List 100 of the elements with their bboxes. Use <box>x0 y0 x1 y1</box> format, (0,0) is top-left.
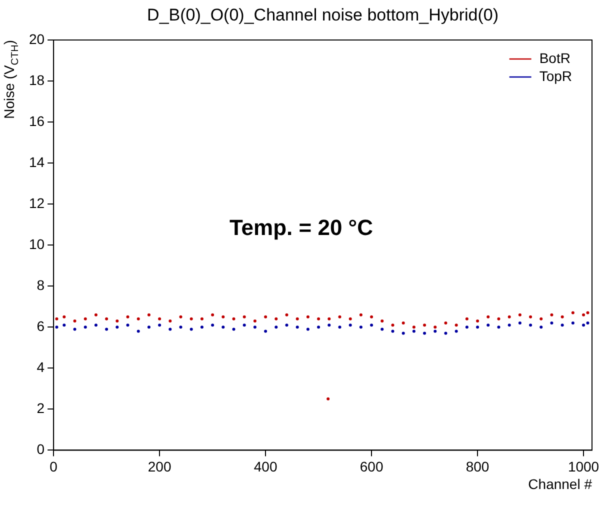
point <box>423 324 426 327</box>
point <box>434 330 437 333</box>
point <box>242 324 246 327</box>
point <box>540 317 543 320</box>
point <box>94 324 98 327</box>
point <box>105 328 108 331</box>
point <box>179 315 182 318</box>
point <box>486 315 490 318</box>
point <box>370 324 374 327</box>
point <box>465 326 468 329</box>
point <box>126 315 130 318</box>
point <box>222 315 225 318</box>
point <box>200 326 204 329</box>
annotation: Temp. = 20 °C <box>230 214 374 240</box>
point <box>62 324 66 327</box>
point <box>105 317 108 320</box>
point <box>328 324 331 327</box>
point <box>540 326 543 329</box>
point <box>508 315 511 318</box>
y-tick-label: 12 <box>28 194 45 211</box>
point <box>476 326 480 329</box>
point <box>94 313 98 316</box>
point <box>73 319 76 322</box>
point <box>84 317 87 320</box>
point <box>338 326 342 329</box>
point <box>116 319 119 322</box>
point <box>211 313 214 316</box>
point <box>136 317 140 320</box>
x-tick-label: 800 <box>466 458 490 474</box>
point <box>586 322 590 325</box>
point <box>586 311 590 314</box>
point <box>348 324 352 327</box>
point <box>508 324 511 327</box>
point <box>168 328 172 331</box>
point <box>380 328 384 331</box>
point <box>126 324 130 327</box>
point <box>412 330 416 333</box>
point <box>444 332 448 335</box>
y-tick-label: 6 <box>36 318 45 334</box>
y-tick-label: 14 <box>28 154 45 170</box>
point <box>62 315 66 318</box>
point <box>423 332 426 335</box>
legend-label: BotR <box>539 50 570 66</box>
x-tick-label: 600 <box>360 458 384 474</box>
point <box>582 313 586 316</box>
point <box>317 326 320 329</box>
point <box>571 322 574 325</box>
point <box>211 324 214 327</box>
point <box>147 313 150 316</box>
point <box>582 324 586 327</box>
point <box>285 324 288 327</box>
point <box>242 315 246 318</box>
point <box>550 322 554 325</box>
point <box>550 313 554 316</box>
y-tick-label: 16 <box>28 112 45 129</box>
point <box>179 326 182 329</box>
legend-label: TopR <box>539 68 572 84</box>
point <box>348 317 352 320</box>
point <box>454 330 458 333</box>
point <box>306 328 310 331</box>
point <box>412 326 416 329</box>
point <box>264 330 268 333</box>
point <box>84 326 87 329</box>
point <box>444 322 448 325</box>
point <box>232 328 236 331</box>
x-tick-label: 400 <box>254 458 278 474</box>
y-tick-label: 18 <box>28 72 45 88</box>
y-tick-label: 4 <box>36 359 45 376</box>
point <box>465 317 468 320</box>
point <box>158 317 162 320</box>
point <box>55 326 58 329</box>
point <box>486 324 490 327</box>
point <box>285 313 288 316</box>
point <box>326 397 330 400</box>
y-tick-label: 2 <box>36 400 45 416</box>
point <box>253 326 256 329</box>
point <box>158 324 162 327</box>
point <box>380 319 384 322</box>
point <box>529 324 532 327</box>
point <box>296 317 299 320</box>
x-tick-label: 0 <box>50 458 58 474</box>
point <box>253 319 256 322</box>
point <box>454 324 458 327</box>
point <box>518 322 522 325</box>
point <box>402 332 405 335</box>
point <box>55 317 58 320</box>
point <box>359 326 362 329</box>
point <box>147 326 150 329</box>
x-tick-label: 1000 <box>568 458 600 474</box>
point <box>274 317 278 320</box>
point <box>190 317 193 320</box>
point <box>476 319 480 322</box>
point <box>402 322 405 325</box>
y-tick-label: 10 <box>28 236 45 252</box>
point <box>306 315 310 318</box>
point <box>529 315 532 318</box>
point <box>338 315 342 318</box>
x-axis-title: Channel # <box>528 476 592 492</box>
point <box>116 326 119 329</box>
point <box>190 328 193 331</box>
